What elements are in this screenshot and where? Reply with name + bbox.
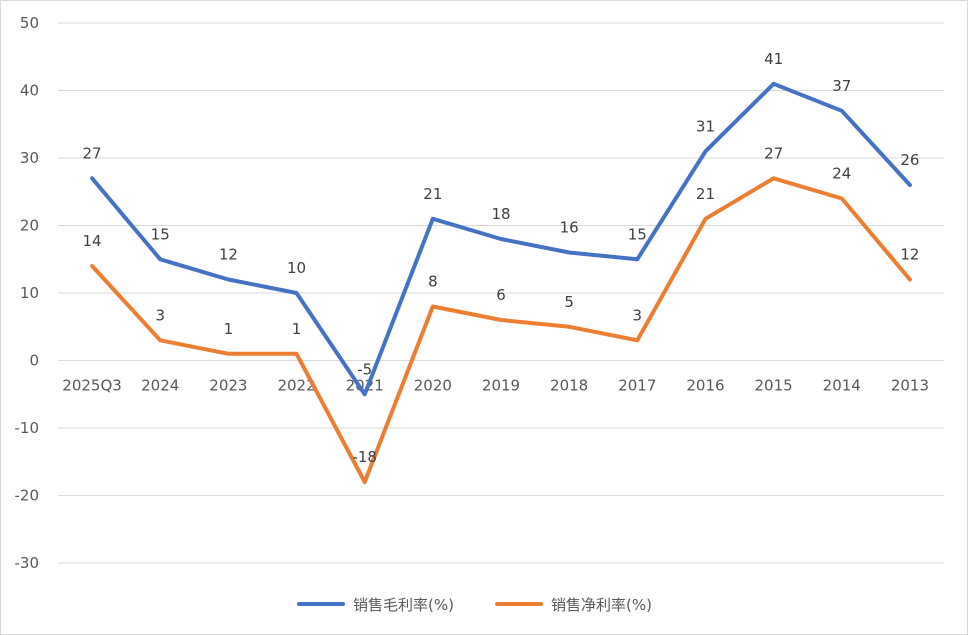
x-tick-label: 2018	[550, 377, 588, 395]
y-tick-label: 0	[29, 352, 39, 370]
x-tick-label: 2020	[414, 377, 452, 395]
series-0-data-label: 15	[628, 225, 647, 243]
x-tick-label: 2016	[686, 377, 724, 395]
series-1-data-label: 27	[764, 144, 783, 162]
x-tick-label: 2015	[755, 377, 793, 395]
x-tick-label: 2017	[618, 377, 656, 395]
gridlines	[58, 22, 944, 564]
series-0-data-label: 15	[151, 225, 170, 243]
legend: 销售毛利率(%) 销售净利率(%)	[297, 596, 652, 614]
series-1-data-label: 3	[633, 306, 643, 324]
series-0-data-label: 27	[83, 144, 102, 162]
series-0-data-label: 37	[832, 77, 851, 95]
legend-label-0: 销售毛利率(%)	[353, 596, 454, 614]
y-axis-ticks: 50 40 30 20 10 0 -10 -20 -30	[15, 14, 40, 572]
y-tick-label: 10	[20, 284, 39, 302]
series-0-data-label: 18	[491, 205, 510, 223]
series-line-1	[90, 176, 912, 484]
series-0-data-label: -5	[357, 360, 372, 378]
series-1-data-label: -18	[352, 448, 377, 466]
y-tick-label: -10	[15, 419, 40, 437]
x-tick-label: 2025Q3	[62, 377, 122, 395]
y-tick-label: 40	[20, 82, 39, 100]
series-0-data-label: 12	[219, 246, 238, 264]
y-tick-label: -20	[15, 487, 40, 505]
series-1-data-label: 3	[155, 306, 165, 324]
x-tick-label: 2014	[823, 377, 861, 395]
x-tick-label: 2023	[209, 377, 247, 395]
x-tick-label: 2013	[891, 377, 929, 395]
series-1-data-label: 8	[428, 273, 438, 291]
series-1-data-label: 6	[496, 286, 506, 304]
y-tick-label: 50	[20, 14, 39, 32]
series-1-data-label: 24	[832, 165, 851, 183]
series-1-data-label: 21	[696, 185, 715, 203]
series-0-data-label: 16	[560, 219, 579, 237]
y-tick-label: 20	[20, 217, 39, 235]
legend-label-1: 销售净利率(%)	[551, 596, 652, 614]
y-tick-label: 30	[20, 149, 39, 167]
x-tick-label: 2022	[277, 377, 315, 395]
series-1-data-label: 12	[900, 246, 919, 264]
series-0-data-label: 21	[423, 185, 442, 203]
x-axis-ticks: 2025Q3 2024 2023 2022 2021 2020 2019 2018 2017 20…	[62, 377, 929, 395]
series-lines	[90, 81, 912, 484]
series-1-data-label: 5	[564, 293, 574, 311]
x-tick-label: 2019	[482, 377, 520, 395]
x-tick-label: 2024	[141, 377, 179, 395]
series-1-data-label: 1	[224, 320, 234, 338]
series-0-data-label: 26	[900, 151, 919, 169]
y-tick-label: -30	[15, 554, 40, 572]
series-0-data-label: 41	[764, 50, 783, 68]
series-1-data-label: 14	[83, 232, 102, 250]
series-0-data-label: 10	[287, 259, 306, 277]
series-1-data-label: 1	[292, 320, 302, 338]
series-0-data-label: 31	[696, 117, 715, 135]
